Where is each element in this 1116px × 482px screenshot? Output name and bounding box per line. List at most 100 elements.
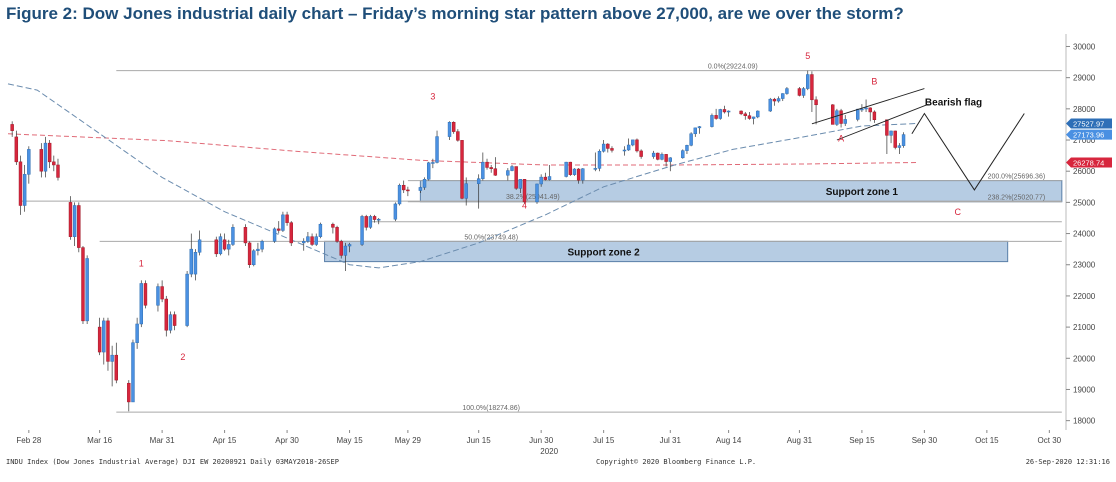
candle-body [451, 121, 456, 132]
candlestick [72, 202, 77, 247]
candle-body [772, 98, 777, 102]
candle-body [868, 107, 872, 113]
candle-body [435, 136, 439, 163]
candle-body [489, 167, 493, 169]
candle-body [431, 162, 435, 164]
price-tag-box [1066, 129, 1112, 140]
candlestick [485, 158, 489, 170]
candle-body [360, 216, 364, 245]
fibonacci-label: 200.0%(25696.36) [988, 174, 1046, 181]
candle-body [697, 126, 702, 129]
candle-body [218, 236, 223, 255]
price-tag-label: 27173.96 [1073, 131, 1104, 140]
candle-body [576, 168, 581, 181]
candlestick [572, 168, 577, 176]
candlestick [681, 149, 685, 159]
candlestick [193, 249, 198, 281]
candlestick [722, 105, 727, 114]
candlestick [476, 174, 481, 209]
candlestick [460, 140, 464, 200]
candle-body [43, 142, 48, 172]
candlestick [518, 178, 523, 194]
wave-label: A [838, 134, 844, 144]
candle-body [139, 283, 143, 325]
candlestick [85, 255, 89, 324]
candle-body [889, 130, 893, 136]
x-tick-label: Apr 30 [275, 436, 299, 445]
y-tick-label: 27000 [1073, 136, 1096, 145]
candle-body [831, 104, 835, 125]
candlestick [610, 146, 614, 153]
candle-body [143, 283, 148, 306]
fibonacci-label: 0.0%(29224.09) [708, 64, 758, 71]
candlestick [772, 97, 777, 106]
candlestick [368, 214, 373, 229]
candlestick [689, 132, 693, 147]
candlestick [747, 111, 752, 120]
candle-body [626, 144, 631, 151]
candle-body [522, 179, 527, 203]
candlestick [135, 317, 139, 349]
candlestick [18, 155, 23, 215]
candle-body [343, 245, 348, 256]
candle-body [547, 176, 552, 180]
candle-body [593, 168, 598, 170]
candle-body [377, 218, 381, 221]
candlestick [168, 311, 173, 334]
candlestick [306, 232, 310, 243]
candlestick [693, 127, 697, 137]
candle-body [243, 227, 248, 244]
fibonacci-label: 238.2%(25020.77) [988, 195, 1046, 202]
candlestick [660, 152, 664, 161]
candlestick [739, 110, 743, 116]
x-tick-label: Sep 30 [912, 436, 938, 445]
candle-body [685, 145, 689, 151]
candlestick [47, 140, 52, 169]
candlestick [726, 110, 731, 117]
candlestick [222, 233, 227, 251]
x-tick-label: Jun 15 [467, 436, 492, 445]
candlestick [285, 211, 289, 226]
candle-body [347, 244, 352, 247]
candlestick [451, 121, 456, 134]
support-zone-label: Support zone 1 [826, 187, 899, 198]
candle-body [231, 227, 235, 245]
candlestick [43, 136, 48, 178]
candle-body [801, 88, 806, 96]
candle-body [751, 116, 756, 119]
candle-body [568, 161, 573, 175]
candle-body [776, 98, 781, 102]
x-tick-label: Sep 15 [849, 436, 875, 445]
fibonacci-label: 38.2%(25041.49) [506, 194, 560, 201]
candle-body [797, 88, 802, 96]
candlestick [768, 97, 772, 112]
wave-label: 4 [522, 201, 527, 211]
candle-body [422, 179, 427, 188]
candle-body [872, 111, 877, 120]
candle-body [364, 216, 368, 228]
candle-body [664, 154, 668, 162]
candle-body [314, 236, 318, 245]
candlestick [510, 164, 514, 172]
candlestick [868, 107, 872, 122]
candle-body [172, 314, 177, 326]
candle-body [22, 174, 27, 206]
candlestick [547, 164, 552, 181]
candle-body [402, 184, 406, 191]
x-tick-label: Oct 15 [975, 436, 999, 445]
candle-body [289, 222, 293, 244]
candlestick [393, 202, 398, 222]
flag-trendline [811, 88, 925, 125]
candle-body [426, 162, 431, 180]
candlestick [256, 242, 260, 256]
candlestick [397, 183, 402, 206]
candlestick [656, 152, 660, 161]
candlestick [127, 380, 131, 412]
candle-body [897, 145, 902, 148]
x-tick-label: Feb 28 [16, 436, 41, 445]
candlestick [252, 249, 256, 267]
x-tick-label: Oct 30 [1038, 436, 1062, 445]
candlestick [310, 233, 314, 247]
y-tick-label: 24000 [1073, 230, 1096, 239]
footer-source: INDU Index (Dow Jones Industrial Average… [6, 458, 339, 466]
